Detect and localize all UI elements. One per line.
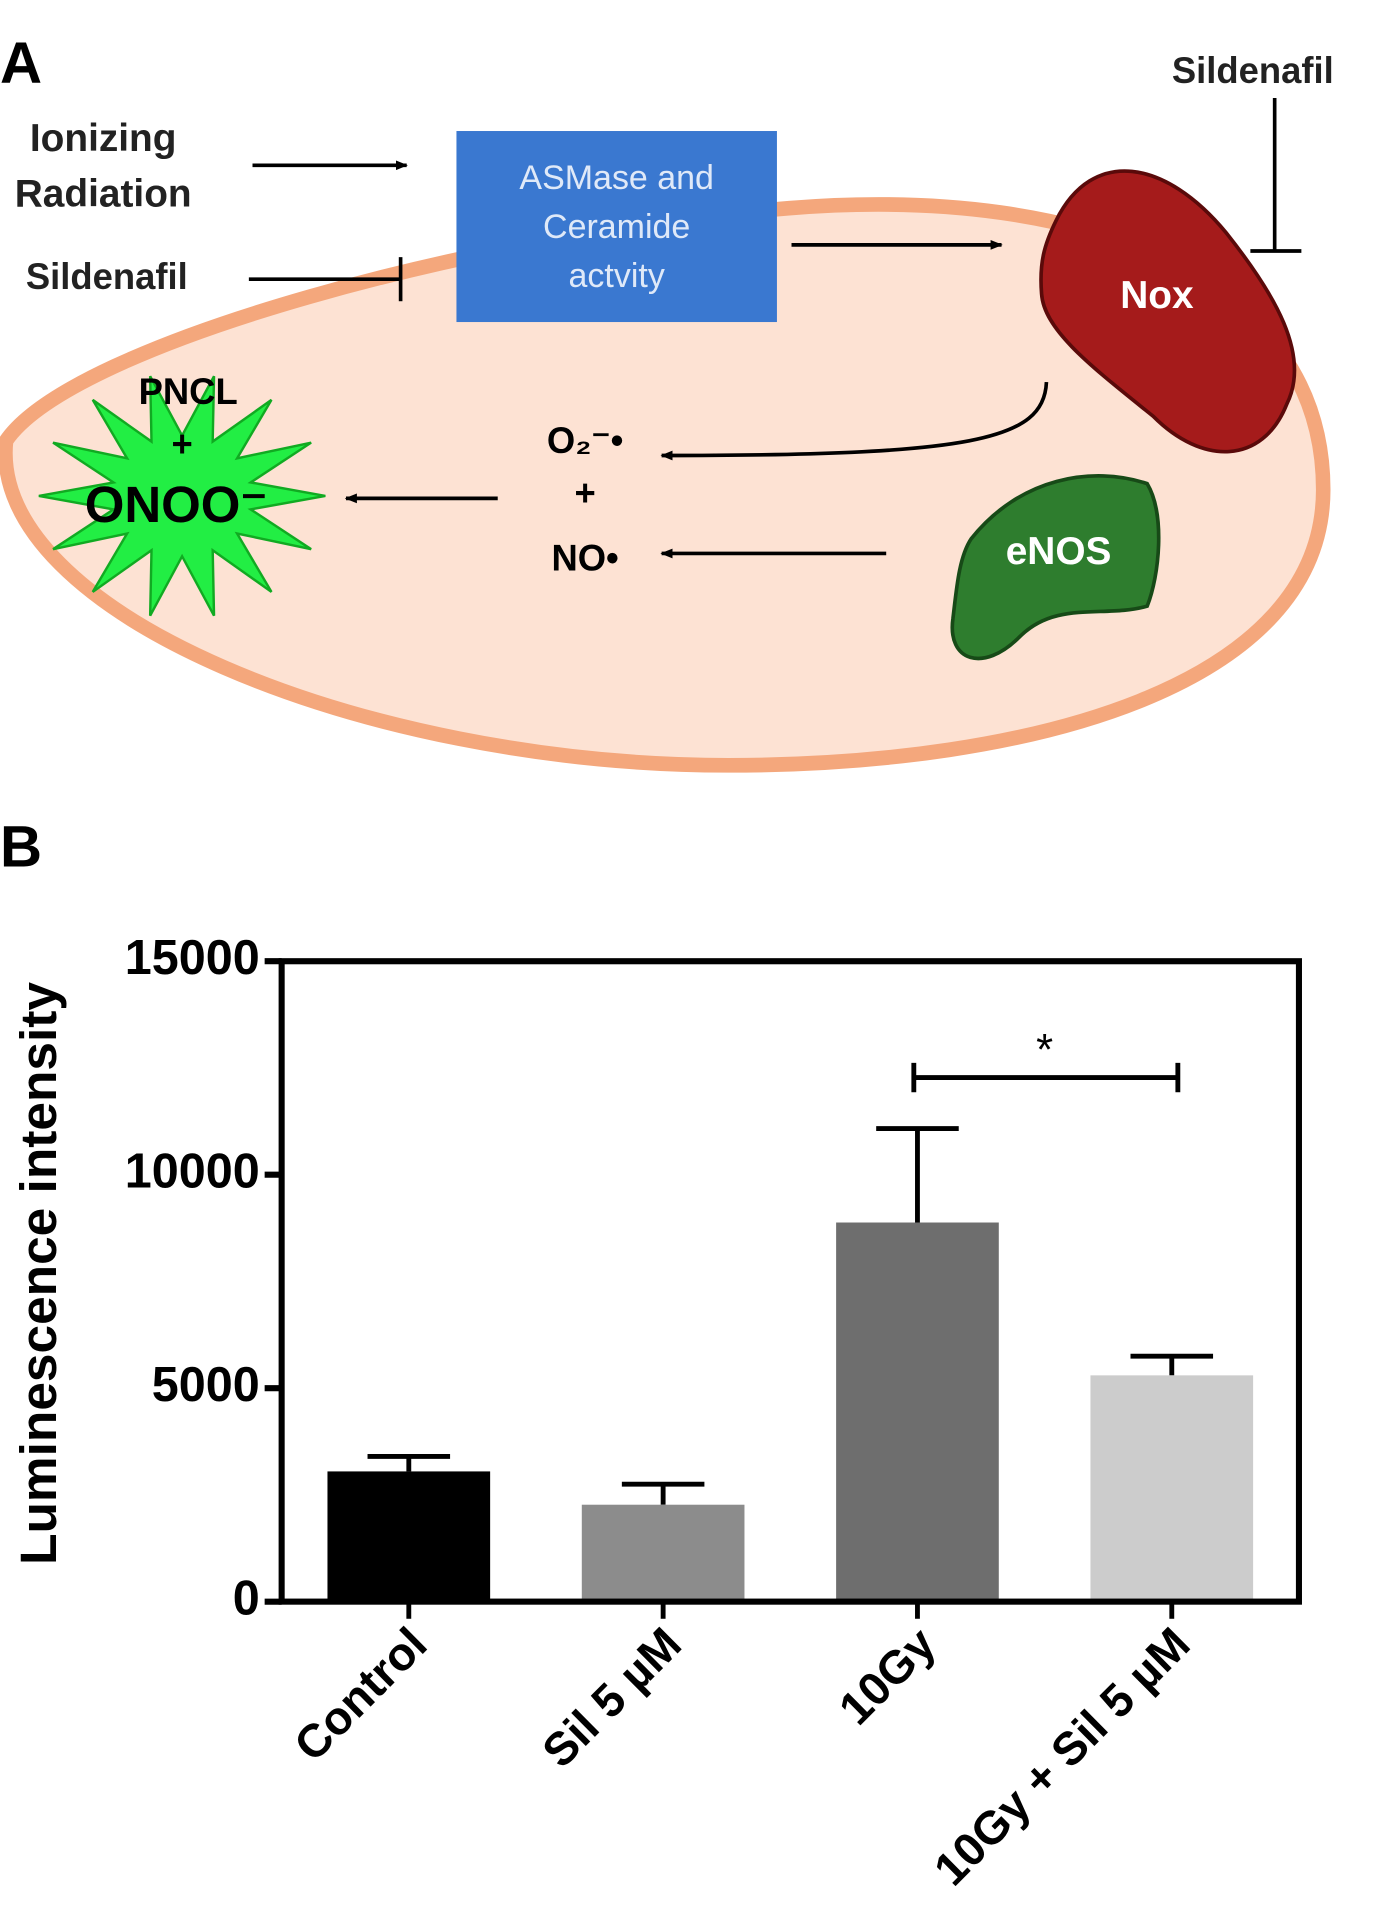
input-label: Ionizing [30, 117, 177, 160]
nox-shape [1039, 169, 1297, 454]
bar [327, 1471, 491, 1602]
box-label: Ceramide [543, 208, 690, 246]
y-axis-label: Luminescence intensity [10, 982, 67, 1565]
product-label: NO• [551, 537, 618, 578]
enos-label: eNOS [1006, 530, 1112, 573]
input-label: Sildenafil [26, 256, 188, 297]
y-tick-label: 5000 [152, 1358, 260, 1412]
y-tick-label: 15000 [125, 931, 260, 985]
asmase-box [456, 131, 777, 323]
x-tick-label: 10Gy + Sil 5 µM [924, 1617, 1200, 1895]
enos-shape [950, 474, 1161, 661]
product-label: O₂⁻• [547, 420, 623, 461]
plot-frame [278, 958, 1302, 1605]
probe-label: + [171, 423, 192, 464]
arrows [248, 97, 1302, 559]
nox-label: Nox [1120, 274, 1194, 317]
significance-label: * [1036, 1026, 1053, 1075]
x-tick-label: 10Gy [829, 1617, 946, 1735]
probe-label: PNCL [139, 371, 238, 412]
input-label: Sildenafil [1172, 50, 1334, 91]
panel-label: B [0, 814, 42, 879]
arrow [660, 381, 1049, 461]
box-label: ASMase and [519, 159, 714, 197]
box-label: actvity [569, 257, 665, 295]
probe-star [38, 375, 326, 617]
x-tick-label: Sil 5 µM [532, 1617, 691, 1777]
panel-label: A [0, 31, 42, 96]
y-tick-label: 10000 [125, 1144, 260, 1198]
input-label: Radiation [15, 172, 192, 215]
x-tick-label: Control [284, 1617, 437, 1771]
bar [836, 1222, 999, 1602]
product-label: + [575, 472, 596, 513]
bar [1090, 1375, 1254, 1602]
y-tick-label: 0 [233, 1571, 260, 1625]
probe-label: ONOO⁻ [85, 476, 268, 533]
bar [581, 1504, 745, 1602]
